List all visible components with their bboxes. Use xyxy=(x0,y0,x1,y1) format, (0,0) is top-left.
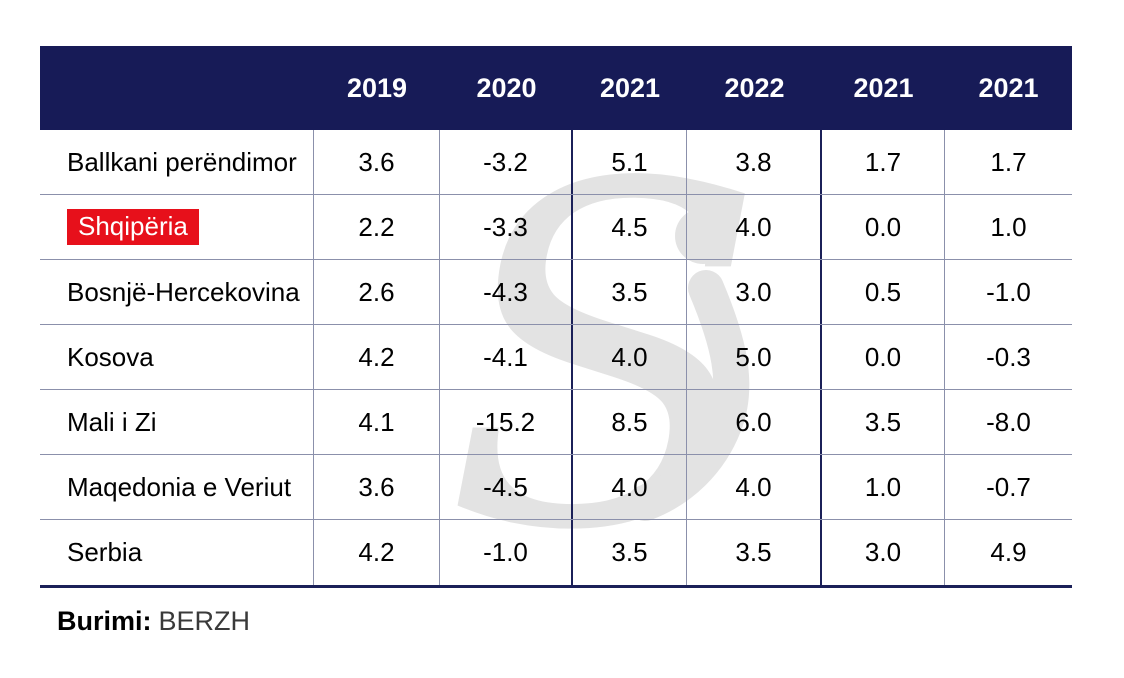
value-cell: 3.0 xyxy=(822,520,945,585)
country-label: Bosnjë-Hercekovina xyxy=(40,260,314,324)
value-cell: 4.1 xyxy=(314,390,440,454)
value-cell: 5.0 xyxy=(687,325,822,389)
source-label: Burimi: xyxy=(57,606,152,636)
value-cell: 2.2 xyxy=(314,195,440,259)
table-row: Serbia 4.2 -1.0 3.5 3.5 3.0 4.9 xyxy=(40,520,1072,585)
value-cell: 3.5 xyxy=(573,520,687,585)
value-cell: -4.5 xyxy=(440,455,573,519)
value-cell: 0.5 xyxy=(822,260,945,324)
watermark-i-stem xyxy=(627,270,750,521)
watermark-i-dot xyxy=(675,208,731,264)
si-logo-watermark: S xyxy=(444,86,766,633)
table-body: Ballkani perëndimor 3.6 -3.2 5.1 3.8 1.7 1.7 Sh… xyxy=(40,130,1072,585)
value-cell: 0.0 xyxy=(822,195,945,259)
value-cell: -1.0 xyxy=(440,520,573,585)
country-label: Shqipëria xyxy=(40,195,314,259)
table-row: Ballkani perëndimor 3.6 -3.2 5.1 3.8 1.7 1.7 xyxy=(40,130,1072,195)
value-cell: 3.6 xyxy=(314,455,440,519)
table-row: Maqedonia e Veriut 3.6 -4.5 4.0 4.0 1.0 -0.7 xyxy=(40,455,1072,520)
value-cell: -1.0 xyxy=(986,276,1031,307)
country-label: Mali i Zi xyxy=(40,390,314,454)
value-cell: 4.0 xyxy=(573,455,687,519)
value-cell: 8.5 xyxy=(573,390,687,454)
table-row: Kosova 4.2 -4.1 4.0 5.0 0.0 -0.3 xyxy=(40,325,1072,390)
value-cell: 2.6 xyxy=(314,260,440,324)
value-cell: 4.2 xyxy=(314,325,440,389)
country-label: Serbia xyxy=(40,520,314,585)
value-cell: -4.1 xyxy=(440,325,573,389)
value-cell: 1.7 xyxy=(990,146,1027,177)
growth-table: 2019 2020 2021 2022 2021 2021 Ballkani perënd… xyxy=(40,46,1072,588)
value-cell: 1.0 xyxy=(822,455,945,519)
value-cell: -4.3 xyxy=(440,260,573,324)
value-cell: 1.0 xyxy=(990,211,1027,242)
value-cell: -15.2 xyxy=(440,390,573,454)
value-cell: 3.5 xyxy=(573,260,687,324)
table-row: Shqipëria 2.2 -3.3 4.5 4.0 0.0 1.0 xyxy=(40,195,1072,260)
value-cell: -3.3 xyxy=(440,195,573,259)
table-row: Mali i Zi 4.1 -15.2 8.5 6.0 3.5 -8.0 xyxy=(40,390,1072,455)
value-cell: 1.7 xyxy=(822,130,945,194)
year-header: 2019 xyxy=(346,72,408,103)
value-cell: 3.8 xyxy=(687,130,822,194)
value-cell: 4.0 xyxy=(573,325,687,389)
value-cell: 3.0 xyxy=(687,260,822,324)
value-cell: 0.0 xyxy=(822,325,945,389)
value-cell: 4.0 xyxy=(687,195,822,259)
country-label: Kosova xyxy=(40,325,314,389)
source-value: BERZH xyxy=(158,606,251,636)
table-header-row: 2019 2020 2021 2022 2021 2021 xyxy=(40,46,1072,130)
highlight-badge: Shqipëria xyxy=(67,208,199,246)
value-cell: 4.5 xyxy=(573,195,687,259)
value-cell: 3.5 xyxy=(822,390,945,454)
value-cell: 5.1 xyxy=(573,130,687,194)
value-cell: 4.9 xyxy=(990,537,1027,567)
year-header: 2021 xyxy=(978,72,1039,103)
country-label: Ballkani perëndimor xyxy=(40,130,314,194)
value-cell: -3.2 xyxy=(440,130,573,194)
year-header: 2020 xyxy=(476,72,537,103)
value-cell: 6.0 xyxy=(687,390,822,454)
value-cell: 3.6 xyxy=(314,130,440,194)
year-header: 2021 xyxy=(599,72,661,103)
header-corner xyxy=(40,46,314,130)
value-cell: 4.2 xyxy=(314,520,440,585)
value-cell: 4.0 xyxy=(687,455,822,519)
value-cell: -0.3 xyxy=(986,341,1031,372)
value-cell: -8.0 xyxy=(986,406,1031,437)
country-label: Maqedonia e Veriut xyxy=(40,455,314,519)
source-note: Burimi: BERZH xyxy=(57,606,250,637)
table-row: Bosnjë-Hercekovina 2.6 -4.3 3.5 3.0 0.5 -1.0 xyxy=(40,260,1072,325)
year-header: 2022 xyxy=(724,72,785,103)
value-cell: 3.5 xyxy=(687,520,822,585)
value-cell: -0.7 xyxy=(986,471,1031,502)
year-header: 2021 xyxy=(853,72,914,103)
